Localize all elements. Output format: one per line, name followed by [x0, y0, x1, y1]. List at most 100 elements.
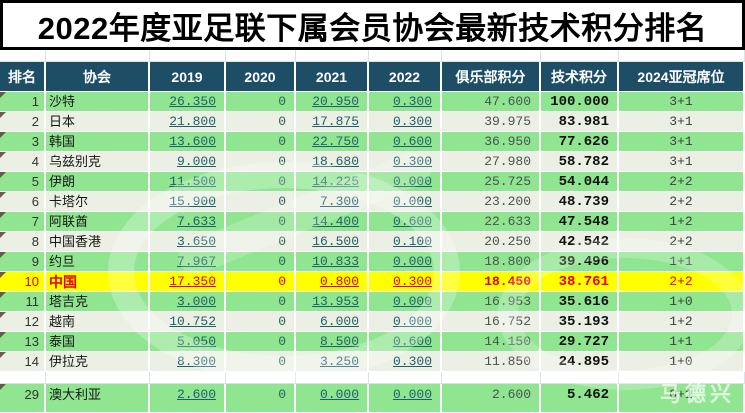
cell-rank8-assoc[interactable]: 中国香港: [46, 232, 150, 252]
cell-rank7-rank[interactable]: 7: [0, 212, 46, 232]
column-header-slots[interactable]: 2024亚冠席位: [619, 62, 745, 92]
empty-sheet-cell[interactable]: [619, 50, 745, 62]
cell-rank1-y2022[interactable]: 0.300: [369, 92, 442, 112]
cell-rank29-assoc[interactable]: 澳大利亚: [46, 384, 150, 413]
cell-rank7-club[interactable]: 22.633: [442, 212, 541, 232]
cell-rank6-y2021[interactable]: 7.300: [296, 192, 369, 212]
cell-rank12-y2022[interactable]: 0.000: [369, 312, 442, 332]
cell-rank1-slots[interactable]: 3+1: [619, 92, 745, 112]
cell-rank8-y2020[interactable]: 0: [226, 232, 296, 252]
column-header-y2019[interactable]: 2019: [150, 62, 226, 92]
cell-rank9-y2020[interactable]: 0: [226, 252, 296, 272]
cell-rank11-y2020[interactable]: 0: [226, 292, 296, 312]
empty-sheet-cell[interactable]: [150, 50, 226, 62]
cell-rank6-tech[interactable]: 48.739: [541, 192, 619, 212]
column-header-y2020[interactable]: 2020: [226, 62, 296, 92]
cell-rank9-y2021[interactable]: 10.833: [296, 252, 369, 272]
cell-rank2-slots[interactable]: 3+1: [619, 112, 745, 132]
cell-rank10-tech[interactable]: 38.761: [541, 272, 619, 292]
cell-rank7-y2020[interactable]: 0: [226, 212, 296, 232]
cell-rank13-rank[interactable]: 13: [0, 332, 46, 352]
empty-sheet-cell[interactable]: [619, 372, 745, 384]
cell-rank12-tech[interactable]: 35.193: [541, 312, 619, 332]
cell-rank6-slots[interactable]: 2+2: [619, 192, 745, 212]
cell-rank9-assoc[interactable]: 约旦: [46, 252, 150, 272]
cell-rank4-tech[interactable]: 58.782: [541, 152, 619, 172]
cell-rank4-club[interactable]: 27.980: [442, 152, 541, 172]
cell-rank11-y2022[interactable]: 0.000: [369, 292, 442, 312]
cell-rank4-y2022[interactable]: 0.300: [369, 152, 442, 172]
empty-sheet-cell[interactable]: [296, 50, 369, 62]
cell-rank2-assoc[interactable]: 日本: [46, 112, 150, 132]
column-header-club[interactable]: 俱乐部积分: [442, 62, 541, 92]
cell-rank12-y2021[interactable]: 6.000: [296, 312, 369, 332]
cell-rank14-rank[interactable]: 14: [0, 352, 46, 372]
cell-rank7-slots[interactable]: 1+2: [619, 212, 745, 232]
cell-rank9-y2019[interactable]: 7.967: [150, 252, 226, 272]
cell-rank8-tech[interactable]: 42.542: [541, 232, 619, 252]
cell-rank14-y2021[interactable]: 3.250: [296, 352, 369, 372]
cell-rank11-assoc[interactable]: 塔吉克: [46, 292, 150, 312]
cell-rank10-y2021[interactable]: 0.800: [296, 272, 369, 292]
cell-rank14-assoc[interactable]: 伊拉克: [46, 352, 150, 372]
cell-rank2-tech[interactable]: 83.981: [541, 112, 619, 132]
cell-rank4-y2020[interactable]: 0: [226, 152, 296, 172]
cell-rank13-y2019[interactable]: 5.050: [150, 332, 226, 352]
cell-rank29-y2021[interactable]: 0.000: [296, 384, 369, 413]
cell-rank5-rank[interactable]: 5: [0, 172, 46, 192]
empty-sheet-cell[interactable]: [442, 50, 541, 62]
cell-rank12-assoc[interactable]: 越南: [46, 312, 150, 332]
column-header-y2021[interactable]: 2021: [296, 62, 369, 92]
empty-sheet-cell[interactable]: [226, 50, 296, 62]
cell-rank4-assoc[interactable]: 乌兹别克: [46, 152, 150, 172]
cell-rank3-y2022[interactable]: 0.600: [369, 132, 442, 152]
cell-rank2-y2019[interactable]: 21.800: [150, 112, 226, 132]
cell-rank3-rank[interactable]: 3: [0, 132, 46, 152]
empty-sheet-cell[interactable]: [541, 372, 619, 384]
empty-sheet-cell[interactable]: [369, 372, 442, 384]
cell-rank8-club[interactable]: 20.250: [442, 232, 541, 252]
cell-rank11-y2021[interactable]: 13.953: [296, 292, 369, 312]
cell-rank8-slots[interactable]: 2+2: [619, 232, 745, 252]
cell-rank11-tech[interactable]: 35.616: [541, 292, 619, 312]
cell-rank1-club[interactable]: 47.600: [442, 92, 541, 112]
cell-rank13-club[interactable]: 14.150: [442, 332, 541, 352]
cell-rank2-y2020[interactable]: 0: [226, 112, 296, 132]
cell-rank1-rank[interactable]: 1: [0, 92, 46, 112]
cell-rank6-y2019[interactable]: 15.900: [150, 192, 226, 212]
cell-rank3-y2019[interactable]: 13.600: [150, 132, 226, 152]
empty-sheet-cell[interactable]: [46, 372, 150, 384]
cell-rank8-y2019[interactable]: 3.650: [150, 232, 226, 252]
cell-rank14-y2019[interactable]: 8.300: [150, 352, 226, 372]
cell-rank2-club[interactable]: 39.975: [442, 112, 541, 132]
cell-rank5-slots[interactable]: 2+2: [619, 172, 745, 192]
cell-rank3-y2021[interactable]: 22.750: [296, 132, 369, 152]
empty-sheet-cell[interactable]: [0, 372, 46, 384]
cell-rank29-y2019[interactable]: 2.600: [150, 384, 226, 413]
cell-rank14-y2020[interactable]: 0: [226, 352, 296, 372]
cell-rank4-slots[interactable]: 3+1: [619, 152, 745, 172]
cell-rank4-y2021[interactable]: 18.680: [296, 152, 369, 172]
cell-rank5-y2020[interactable]: 0: [226, 172, 296, 192]
cell-rank7-y2019[interactable]: 7.633: [150, 212, 226, 232]
cell-rank1-tech[interactable]: 100.000: [541, 92, 619, 112]
cell-rank13-assoc[interactable]: 泰国: [46, 332, 150, 352]
cell-rank8-rank[interactable]: 8: [0, 232, 46, 252]
cell-rank12-rank[interactable]: 12: [0, 312, 46, 332]
cell-rank29-tech[interactable]: 5.462: [541, 384, 619, 413]
cell-rank13-tech[interactable]: 29.727: [541, 332, 619, 352]
cell-rank2-rank[interactable]: 2: [0, 112, 46, 132]
column-header-y2022[interactable]: 2022: [369, 62, 442, 92]
empty-sheet-cell[interactable]: [369, 50, 442, 62]
cell-rank3-tech[interactable]: 77.626: [541, 132, 619, 152]
cell-rank2-y2021[interactable]: 17.875: [296, 112, 369, 132]
cell-rank1-y2019[interactable]: 26.350: [150, 92, 226, 112]
cell-rank1-y2020[interactable]: 0: [226, 92, 296, 112]
cell-rank10-assoc[interactable]: 中国: [46, 272, 150, 292]
cell-rank1-y2021[interactable]: 20.950: [296, 92, 369, 112]
cell-rank29-y2020[interactable]: 0: [226, 384, 296, 413]
empty-sheet-cell[interactable]: [296, 372, 369, 384]
cell-rank13-slots[interactable]: 1+1: [619, 332, 745, 352]
cell-rank7-y2022[interactable]: 0.600: [369, 212, 442, 232]
empty-sheet-cell[interactable]: [541, 50, 619, 62]
